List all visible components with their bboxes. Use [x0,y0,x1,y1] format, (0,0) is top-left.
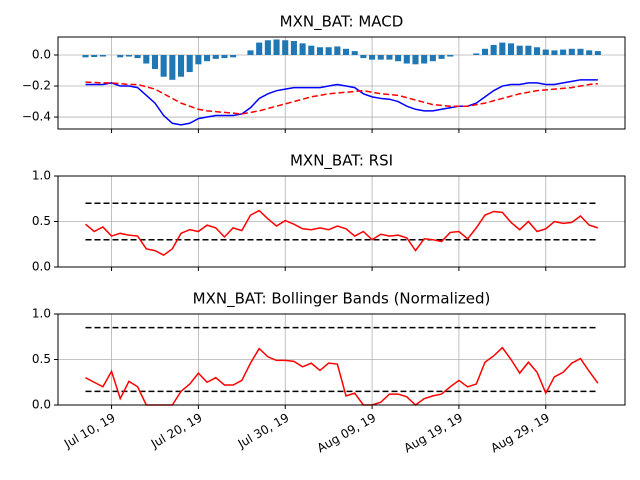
axes-frame [57,313,626,406]
bar [481,48,489,55]
bar [369,54,376,60]
line [85,209,599,257]
bar [577,48,584,55]
bar [438,54,445,59]
bar [334,46,341,55]
bar [264,40,271,55]
bar [247,50,254,55]
y-tick-label: 0.0 [32,260,51,274]
bar [186,54,193,73]
bar [403,54,410,64]
bar [351,51,358,55]
x-tick-label: Jul 10, 19 [61,411,118,452]
bar [125,54,132,57]
bar [377,54,384,60]
y-tick-label: 0.5 [32,214,51,228]
bar [360,54,367,59]
bar [516,45,523,55]
y-tick-label: −0.4 [22,110,51,124]
bar [542,49,549,55]
x-tick-label: Jul 20, 19 [148,411,205,452]
bar [473,53,480,55]
chart-title: MXN_BAT: RSI [290,152,393,171]
bar [560,49,567,55]
bar [169,54,176,80]
bar [525,45,532,55]
bar [282,40,289,55]
y-tick-label: −0.2 [22,79,51,93]
bar [342,48,350,55]
chart-title: MXN_BAT: Bollinger Bands (Normalized) [193,290,491,309]
line [85,79,598,126]
bar [534,47,541,55]
x-tick-label: Jul 30, 19 [235,411,292,452]
y-tick-label: 0.5 [32,352,51,366]
bar [568,48,575,55]
bar [447,54,454,57]
bar [490,44,497,55]
bar [82,54,89,58]
axes-frame [57,175,626,268]
bar [151,54,159,69]
bar [91,54,98,58]
bar [507,43,515,55]
bar [204,54,211,62]
bar [212,54,219,59]
bar [429,54,436,62]
bar [316,47,324,55]
bar [290,41,297,55]
y-tick-label: 1.0 [32,169,51,183]
chart-title: MXN_BAT: MACD [280,13,404,32]
bar [117,54,124,58]
y-tick-label: 1.0 [32,307,51,321]
axes-frame [57,36,626,130]
line [85,346,599,406]
bar [421,54,428,64]
bar [586,50,593,55]
y-tick-label: 0.0 [32,398,51,412]
bar [134,54,141,59]
line [85,81,598,115]
bar [499,42,506,55]
bar [551,50,558,55]
x-tick-label: Aug 19, 19 [402,411,466,456]
bar [221,54,228,59]
bar [256,42,263,55]
bar [273,39,280,55]
bar [160,54,167,77]
x-tick-label: Aug 29, 19 [488,411,552,456]
bar [230,54,237,58]
bar [386,54,393,60]
bar [195,54,202,65]
bar [177,54,185,77]
bar [325,47,332,55]
y-tick-label: 0.0 [32,47,51,61]
bar [412,54,419,65]
bar [594,51,601,55]
bar [143,54,150,64]
bar [299,43,306,55]
bar [308,45,315,55]
bar [395,54,402,62]
bar [99,54,106,57]
x-tick-label: Aug 09, 19 [315,411,379,456]
